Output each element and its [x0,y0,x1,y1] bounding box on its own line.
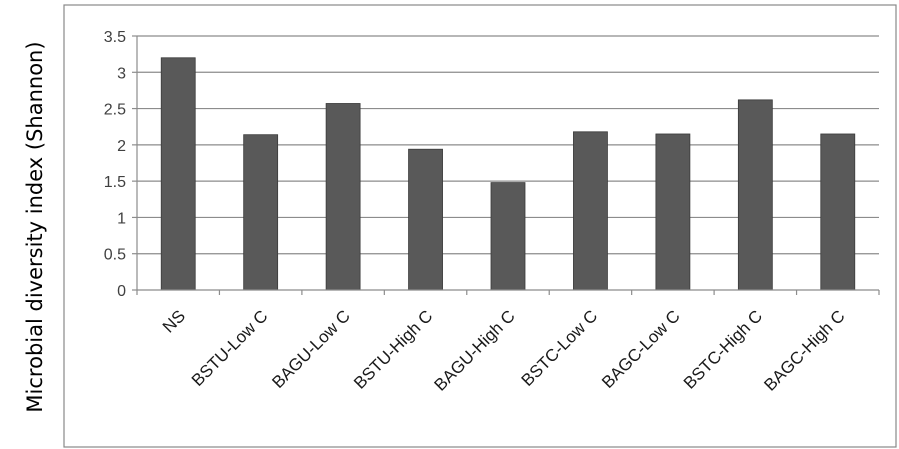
bars [160,57,856,291]
bar [737,99,773,291]
y-tick-labels: 0 0.5 1 1.5 2 2.5 3 3.5 [104,29,126,300]
bar [243,134,279,291]
bar [820,133,856,291]
y-tick-label: 3 [117,65,126,82]
axes [132,35,880,295]
y-tick-label: 0 [117,283,126,300]
bar [655,133,691,291]
y-tick-label: 2.5 [104,102,126,119]
y-axis-title: Microbial diversity index (Shannon) [23,41,47,412]
y-tick-label: 2 [117,138,126,155]
bar [325,103,361,291]
y-tick-label: 1 [117,210,126,227]
bar [573,131,608,291]
y-tick-label: 1.5 [104,174,126,191]
bar [160,57,196,291]
bar [408,148,443,291]
y-tick-label: 3.5 [104,29,126,46]
y-tick-label: 0.5 [104,247,126,264]
bar [490,182,526,291]
